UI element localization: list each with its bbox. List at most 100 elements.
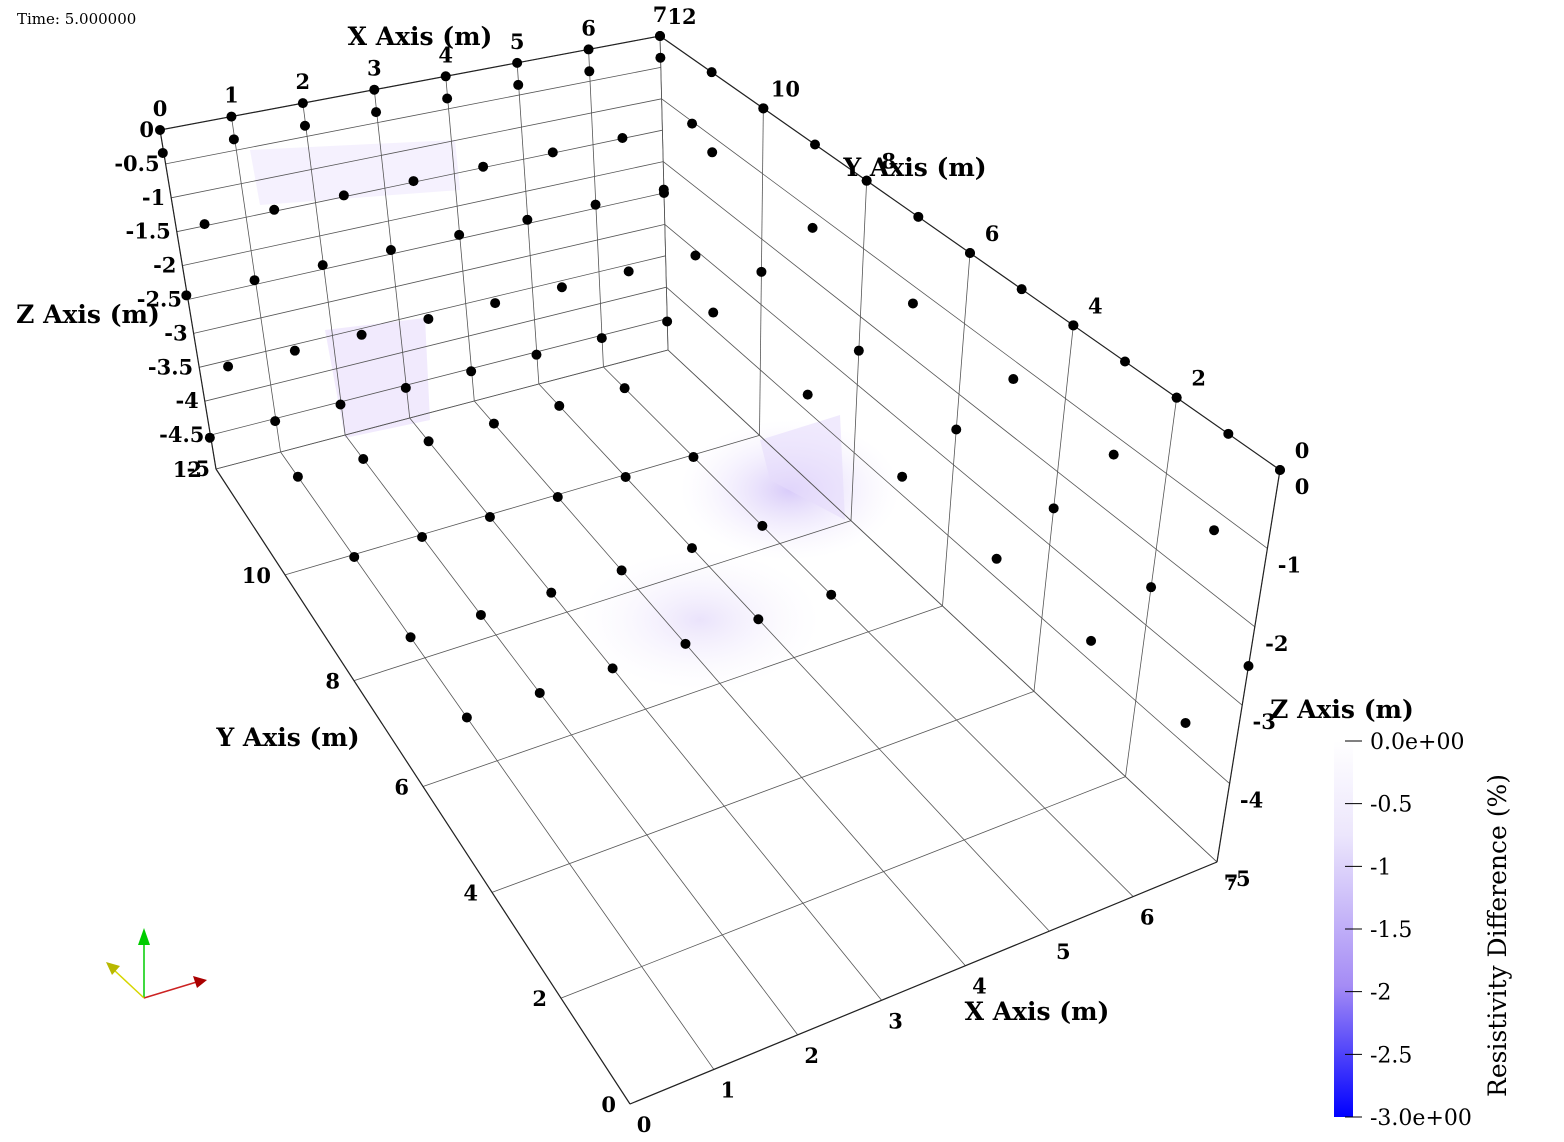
electrode-marker [369, 84, 380, 95]
electrode-marker [659, 188, 669, 198]
orientation-x-axis [143, 980, 201, 999]
colorbar: 0.0e+00 -0.5 -1 -1.5 -2 -2.5 -3.0e+00 Resistiv… [1334, 730, 1512, 1131]
grid-line-floor-y [491, 690, 1035, 893]
electrode-marker [552, 492, 563, 503]
x-tick-label-front: 5 [1056, 939, 1071, 964]
electrode-marker [617, 132, 628, 143]
electrode-marker [753, 614, 764, 625]
electrode-marker [289, 345, 300, 356]
electrode-marker [547, 147, 558, 158]
electrode-marker [655, 52, 666, 63]
z-tick-label-left: -5 [187, 456, 210, 481]
electrode-marker [708, 307, 719, 318]
grid-line-back-z [165, 67, 661, 165]
z-tick-label-left: -2.5 [137, 287, 182, 312]
electrode-marker [531, 349, 542, 360]
colorbar-tick-label: -3.0e+00 [1370, 1106, 1472, 1131]
electrode-marker [706, 67, 717, 78]
electrode-marker [423, 436, 434, 447]
electrode-marker [454, 229, 465, 240]
electrode-marker [423, 313, 434, 324]
electrode-marker [690, 250, 701, 261]
x-tick-label-back: 3 [367, 56, 382, 81]
grid-line-back-z [182, 161, 664, 266]
electrode-marker [269, 204, 280, 215]
y-tick-label-left: 4 [463, 880, 478, 905]
electrode-marker [546, 587, 557, 598]
y-tick-label-top: 0 [1295, 438, 1310, 463]
y-tick-label-left: 6 [394, 775, 409, 800]
colorbar-tick-label: -1 [1370, 855, 1391, 880]
orientation-y-arrow-icon [106, 962, 120, 975]
y-tick-label-top: 2 [1191, 366, 1206, 391]
electrode-marker [596, 333, 607, 344]
y-axis-title-left: Y Axis (m) [215, 723, 359, 752]
z-tick-label-right: -5 [1227, 866, 1250, 891]
anomaly-mid-back [325, 318, 430, 438]
electrode-marker [1171, 392, 1182, 403]
electrode-marker [292, 471, 303, 482]
x-tick-label-back: 6 [581, 15, 596, 40]
electrode-marker [475, 609, 486, 620]
z-axis-title-left: Z Axis (m) [16, 300, 160, 329]
electrode-marker [297, 98, 308, 109]
grid-line-side-z [664, 224, 1243, 706]
grid-line-back-z [199, 255, 666, 368]
grid-line-back-z [171, 98, 662, 199]
electrode-marker [687, 118, 698, 129]
z-tick-label-left: -2 [153, 253, 176, 278]
x-tick-label-front: 1 [721, 1077, 736, 1102]
electrode-marker [802, 389, 813, 400]
electrode-marker [758, 103, 769, 114]
resistivity-anomaly-layer [250, 140, 900, 690]
electrode-marker [488, 418, 499, 429]
electrode-marker [607, 663, 618, 674]
electrode-marker [1275, 465, 1285, 475]
colorbar-tick-label: -2.5 [1370, 1043, 1412, 1068]
electrode-marker [223, 361, 234, 372]
electrode-marker [756, 266, 767, 277]
grid-line-floor-y [284, 434, 760, 576]
x-axis-title-back: X Axis (m) [348, 22, 493, 51]
z-tick-label-left: -4.5 [159, 422, 204, 447]
anomaly-floor-secondary [580, 550, 820, 690]
electrode-marker [157, 147, 168, 158]
electrode-marker [1008, 374, 1019, 385]
y-tick-label-top: 6 [985, 221, 1000, 246]
electrode-marker [584, 66, 595, 77]
electrode-marker [522, 214, 533, 225]
electrode-marker [400, 382, 411, 393]
electrode-marker [405, 632, 416, 643]
grid-line-floor-y [560, 776, 1126, 999]
grid-line-back-z [187, 192, 665, 300]
z-tick-label-left: -4 [175, 388, 198, 413]
electrode-marker [317, 260, 328, 271]
electrode-marker [442, 93, 453, 104]
x-tick-label-back: 5 [510, 29, 525, 54]
grid-line-floor-y [215, 349, 669, 470]
electrode-marker [461, 712, 472, 723]
electrode-marker [1243, 661, 1254, 671]
anomaly-edge [760, 415, 845, 520]
electrode-marker [991, 553, 1002, 564]
x-tick-label-back: 2 [296, 69, 311, 94]
electrode-marker [680, 638, 691, 649]
axis-edge-floor-front [629, 861, 1218, 1105]
z-tick-label-right: -4 [1240, 788, 1263, 813]
x-tick-label-front: 6 [1140, 905, 1155, 930]
colorbar-gradient [1334, 741, 1353, 1117]
electrode-marker [371, 107, 382, 118]
colorbar-tick-label: -1.5 [1370, 918, 1412, 943]
electrode-marker [534, 687, 545, 698]
grid-line-back-z [193, 224, 665, 334]
orientation-x-arrow-icon [193, 976, 207, 988]
electrode-marker [688, 452, 699, 463]
electrode-marker [662, 316, 673, 327]
electrode-marker [226, 111, 237, 122]
electrode-marker [853, 345, 864, 356]
orientation-widget [106, 928, 207, 999]
z-tick-label-left: -3.5 [148, 354, 193, 379]
y-tick-label-top: 8 [881, 149, 896, 174]
